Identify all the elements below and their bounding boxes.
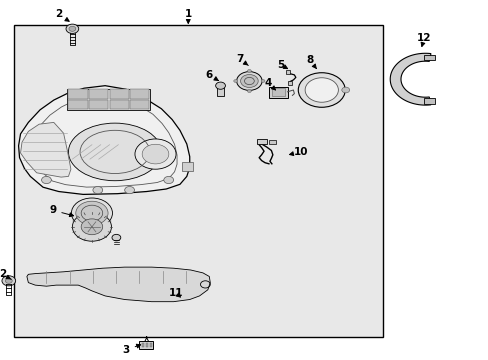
Text: 4: 4 (264, 78, 275, 90)
Bar (145, 343, 148, 347)
Circle shape (41, 176, 51, 184)
Bar (142, 343, 144, 347)
Bar (89, 89, 108, 99)
Bar (130, 100, 149, 109)
Bar (268, 140, 276, 144)
Bar (424, 55, 434, 60)
Circle shape (135, 139, 176, 169)
Circle shape (261, 80, 264, 82)
Text: 8: 8 (306, 55, 316, 68)
Text: 3: 3 (122, 344, 141, 355)
Bar (256, 139, 267, 144)
Circle shape (112, 234, 121, 241)
Circle shape (2, 276, 16, 286)
Polygon shape (19, 86, 189, 194)
Bar (268, 87, 287, 98)
Bar (68, 89, 87, 99)
Bar (89, 100, 108, 109)
Circle shape (247, 90, 251, 93)
Text: 7: 7 (235, 54, 248, 66)
Text: 9: 9 (49, 205, 73, 217)
Bar (68, 100, 87, 109)
Circle shape (240, 75, 258, 87)
Text: 10: 10 (289, 147, 307, 157)
Circle shape (305, 78, 338, 102)
Bar (287, 81, 292, 85)
Bar (424, 98, 434, 104)
Bar (139, 341, 153, 349)
Circle shape (247, 69, 251, 72)
Bar (14, 25, 382, 337)
Circle shape (66, 24, 79, 33)
Ellipse shape (68, 123, 161, 181)
Circle shape (81, 219, 102, 235)
Circle shape (215, 82, 225, 89)
Text: 11: 11 (168, 288, 183, 298)
Circle shape (233, 80, 237, 82)
Bar (216, 87, 224, 96)
Circle shape (5, 278, 12, 283)
Bar (285, 70, 290, 74)
Circle shape (236, 72, 262, 90)
Text: 12: 12 (416, 33, 431, 46)
Bar (182, 162, 192, 171)
Bar (130, 89, 149, 99)
Bar (109, 100, 128, 109)
Polygon shape (20, 122, 71, 177)
Circle shape (298, 73, 345, 107)
Circle shape (142, 144, 168, 164)
Circle shape (93, 186, 102, 194)
Text: 2: 2 (0, 269, 11, 279)
Circle shape (69, 26, 76, 31)
Circle shape (124, 186, 134, 194)
Bar (271, 88, 284, 96)
Bar (67, 89, 149, 110)
Circle shape (341, 87, 349, 93)
Circle shape (163, 176, 173, 184)
Circle shape (72, 212, 111, 241)
Bar (109, 89, 128, 99)
Text: 2: 2 (55, 9, 69, 21)
Text: 5: 5 (277, 60, 287, 70)
Text: 1: 1 (184, 9, 191, 23)
Polygon shape (389, 53, 430, 105)
Circle shape (71, 198, 112, 228)
Polygon shape (27, 267, 210, 302)
Circle shape (76, 201, 108, 225)
Text: 6: 6 (205, 70, 218, 81)
Bar (149, 343, 152, 347)
